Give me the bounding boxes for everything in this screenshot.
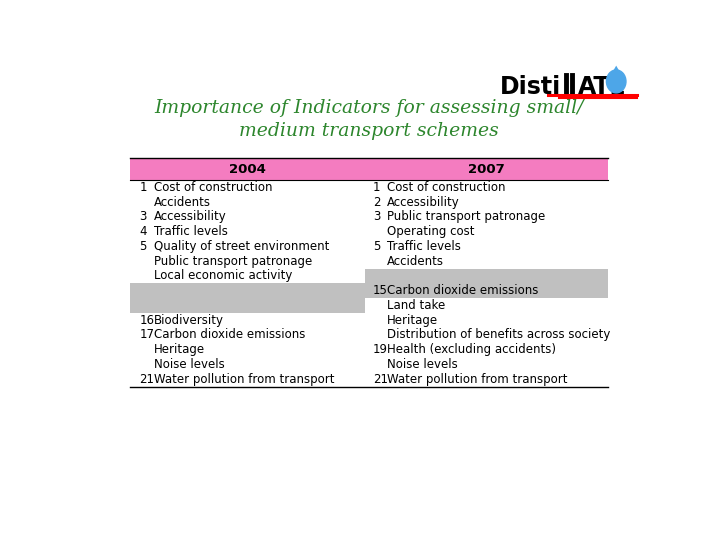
Text: Noise levels: Noise levels — [387, 358, 458, 371]
Text: 19: 19 — [373, 343, 388, 356]
Text: Traffic levels: Traffic levels — [153, 225, 228, 238]
Text: Public transport patronage: Public transport patronage — [387, 211, 545, 224]
Text: 1: 1 — [373, 181, 380, 194]
Text: 2007: 2007 — [468, 163, 505, 176]
Text: Importance of Indicators for assessing small/: Importance of Indicators for assessing s… — [154, 99, 584, 118]
PathPatch shape — [610, 66, 623, 77]
Text: Accessibility: Accessibility — [387, 195, 459, 208]
Text: 2: 2 — [373, 195, 380, 208]
Text: Health (excluding accidents): Health (excluding accidents) — [387, 343, 556, 356]
Text: Noise levels: Noise levels — [153, 358, 225, 371]
Bar — [130, 284, 365, 313]
Text: Biodiversity: Biodiversity — [153, 314, 223, 327]
Text: 16: 16 — [140, 314, 155, 327]
Text: 2004: 2004 — [229, 163, 266, 176]
Text: Traffic levels: Traffic levels — [387, 240, 461, 253]
Text: Local economic activity: Local economic activity — [153, 269, 292, 282]
Text: medium transport schemes: medium transport schemes — [239, 123, 499, 140]
Text: 5: 5 — [140, 240, 147, 253]
Text: Accidents: Accidents — [153, 195, 210, 208]
Text: Operating cost: Operating cost — [387, 225, 474, 238]
Text: Carbon dioxide emissions: Carbon dioxide emissions — [387, 284, 539, 297]
Text: Water pollution from transport: Water pollution from transport — [387, 373, 567, 386]
Text: 21: 21 — [373, 373, 388, 386]
Text: ATE: ATE — [578, 75, 627, 99]
Text: 21: 21 — [140, 373, 155, 386]
Text: Accessibility: Accessibility — [153, 211, 226, 224]
Text: Carbon dioxide emissions: Carbon dioxide emissions — [153, 328, 305, 341]
Text: Land take: Land take — [387, 299, 445, 312]
Text: Water pollution from transport: Water pollution from transport — [153, 373, 334, 386]
Text: 4: 4 — [140, 225, 147, 238]
Text: 17: 17 — [140, 328, 155, 341]
Text: Heritage: Heritage — [387, 314, 438, 327]
Text: Cost of construction: Cost of construction — [153, 181, 272, 194]
Bar — [365, 268, 608, 298]
Text: Public transport patronage: Public transport patronage — [153, 255, 312, 268]
Text: 3: 3 — [140, 211, 147, 224]
Text: 5: 5 — [373, 240, 380, 253]
Text: 1: 1 — [140, 181, 147, 194]
Text: Accidents: Accidents — [387, 255, 444, 268]
Text: Cost of construction: Cost of construction — [387, 181, 505, 194]
Text: Disti: Disti — [500, 75, 562, 99]
Text: Quality of street environment: Quality of street environment — [153, 240, 329, 253]
Bar — [130, 158, 608, 180]
Text: Heritage: Heritage — [153, 343, 204, 356]
Text: Distribution of benefits across society: Distribution of benefits across society — [387, 328, 611, 341]
Text: 3: 3 — [373, 211, 380, 224]
Ellipse shape — [606, 70, 626, 93]
Text: 15: 15 — [373, 284, 388, 297]
